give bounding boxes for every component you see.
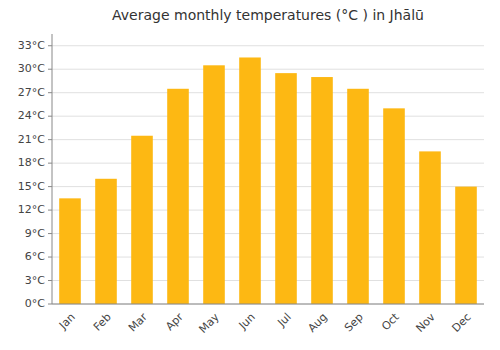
- y-tick: [48, 304, 52, 305]
- y-tick-label: 9°C: [25, 227, 45, 240]
- y-tick: [48, 233, 52, 234]
- x-axis: Jan Feb Mar Apr May Jun Jul Aug Sep Oct Nov Dec: [56, 310, 474, 336]
- y-tick-label: 6°C: [25, 250, 45, 263]
- x-tick-label: Aug: [305, 311, 329, 335]
- grid-line: [52, 92, 484, 93]
- grid-line: [52, 139, 484, 140]
- y-tick-label: 21°C: [18, 133, 45, 146]
- y-axis: 0°C 3°C 6°C 9°C 12°C 15°C 18°C 21°C 24°C 27°C 30°C…: [18, 39, 52, 310]
- y-tick: [48, 163, 52, 164]
- y-tick-label: 30°C: [18, 62, 45, 75]
- x-tick-label: Jun: [236, 311, 258, 333]
- y-axis-line: [52, 34, 53, 304]
- bar: [203, 65, 225, 304]
- grid-line: [52, 69, 484, 70]
- grid-line: [52, 116, 484, 117]
- grid-line: [52, 45, 484, 46]
- chart-container: Average monthly temperatures (°C ) in Jh…: [0, 0, 500, 350]
- bar: [167, 89, 189, 304]
- x-tick-label: Dec: [450, 311, 474, 335]
- x-tick-label: Jul: [274, 311, 293, 330]
- bar: [311, 77, 333, 304]
- y-tick: [48, 210, 52, 211]
- y-tick-label: 27°C: [18, 86, 45, 99]
- x-tick-label: Apr: [163, 310, 186, 333]
- y-tick: [48, 257, 52, 258]
- y-tick-label: 0°C: [25, 297, 45, 310]
- y-tick: [48, 92, 52, 93]
- y-tick: [48, 139, 52, 140]
- bar: [275, 73, 297, 304]
- bars: [59, 57, 477, 304]
- x-tick-label: May: [196, 310, 222, 336]
- x-tick-label: Oct: [379, 310, 402, 333]
- y-tick-label: 18°C: [18, 156, 45, 169]
- y-tick-label: 3°C: [25, 274, 45, 287]
- y-tick: [48, 45, 52, 46]
- y-tick: [48, 116, 52, 117]
- bar: [455, 187, 477, 304]
- chart-svg: Average monthly temperatures (°C ) in Jh…: [0, 0, 500, 350]
- x-axis-line: [52, 304, 484, 305]
- x-tick-label: Sep: [342, 311, 366, 335]
- y-tick-label: 24°C: [18, 109, 45, 122]
- grid: [52, 46, 484, 304]
- x-tick-label: Jan: [56, 311, 78, 333]
- y-tick: [48, 186, 52, 187]
- bar: [419, 151, 441, 304]
- bar: [239, 57, 261, 304]
- y-tick: [48, 69, 52, 70]
- y-tick-label: 12°C: [18, 203, 45, 216]
- bar: [131, 136, 153, 304]
- y-tick-label: 15°C: [18, 180, 45, 193]
- bar: [383, 108, 405, 304]
- x-tick-label: Nov: [413, 310, 438, 335]
- title: Average monthly temperatures (°C ) in Jh…: [112, 7, 424, 23]
- bar: [59, 198, 81, 304]
- x-tick-label: Mar: [126, 310, 150, 334]
- bar: [347, 89, 369, 304]
- bar: [95, 179, 117, 304]
- y-tick: [48, 280, 52, 281]
- x-tick-label: Feb: [91, 311, 114, 334]
- grid-line: [52, 304, 484, 305]
- y-tick-label: 33°C: [18, 39, 45, 52]
